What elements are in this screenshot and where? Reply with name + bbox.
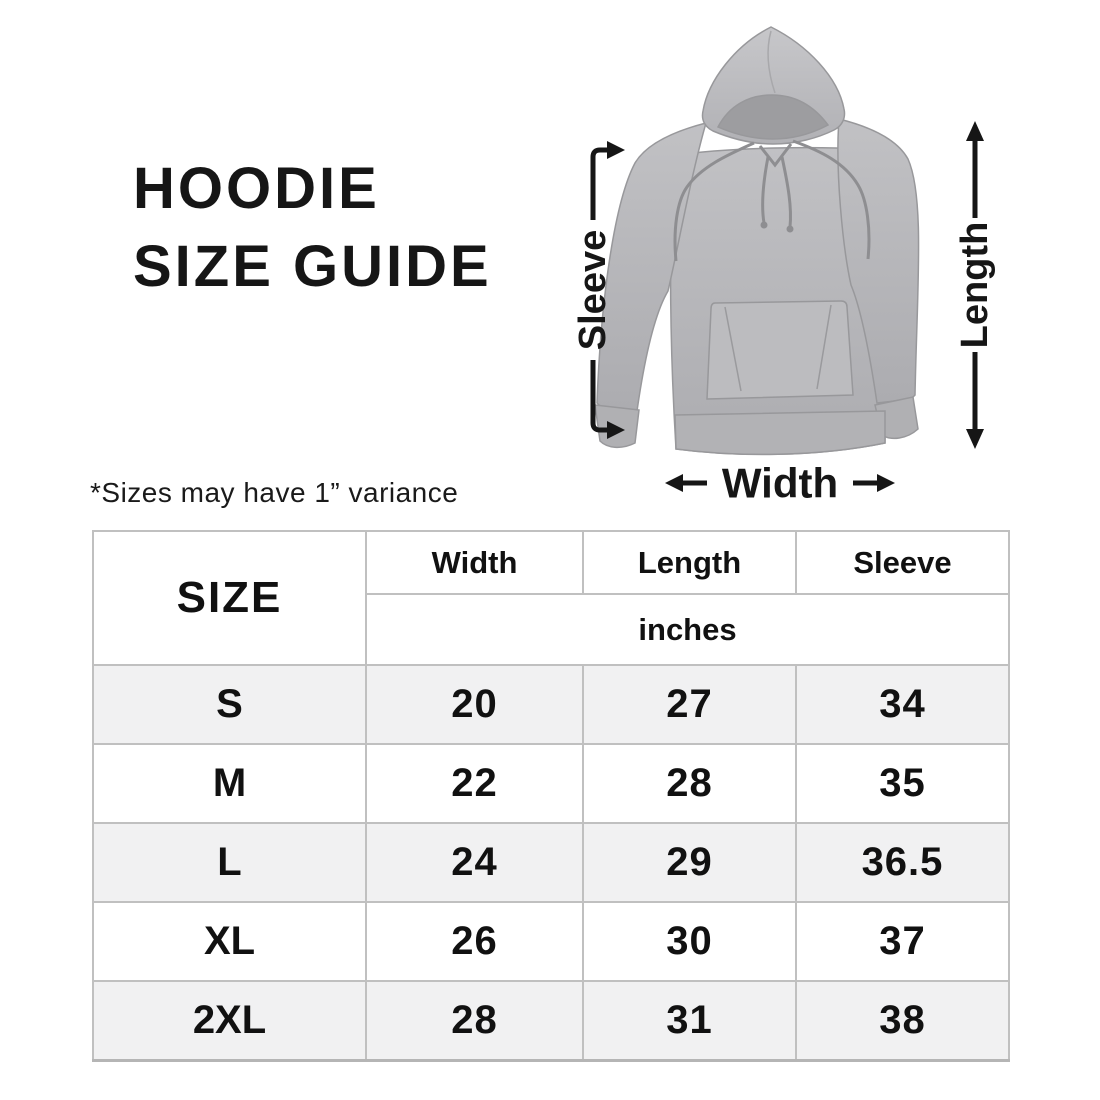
measure-annotations: Sleeve Length Width <box>572 121 996 507</box>
column-header-size: SIZE <box>92 530 367 666</box>
sleeve-cell: 38 <box>795 980 1010 1061</box>
width-arrow-left <box>665 474 707 492</box>
table-row-s: S 20 27 34 <box>92 664 1010 745</box>
size-cell: S <box>92 664 367 745</box>
column-header-width: Width <box>365 530 584 595</box>
width-cell: 24 <box>365 822 584 903</box>
kangaroo-pocket <box>706 300 854 400</box>
width-cell: 26 <box>365 901 584 982</box>
width-cell: 28 <box>365 980 584 1061</box>
page-title-line1: HOODIE <box>133 156 380 221</box>
variance-note: *Sizes may have 1” variance <box>90 477 459 508</box>
unit-header: inches <box>365 593 1010 666</box>
size-cell: XL <box>92 901 367 982</box>
column-header-length: Length <box>582 530 797 595</box>
hoodie-image <box>594 26 920 456</box>
length-cell: 30 <box>582 901 797 982</box>
page-title: HOODIE SIZE GUIDE <box>133 150 492 306</box>
width-label: Width <box>722 460 838 507</box>
sleeve-cell: 37 <box>795 901 1010 982</box>
drawstring-left <box>761 156 770 224</box>
length-label: Length <box>954 222 996 349</box>
table-row-2xl: 2XL 28 31 38 <box>92 980 1010 1061</box>
hoodie-diagram: Sleeve Length Width <box>572 26 996 507</box>
sleeve-cell: 36.5 <box>795 822 1010 903</box>
size-cell: M <box>92 743 367 824</box>
page-title-line2: SIZE GUIDE <box>133 234 492 299</box>
table-row-xl: XL 26 30 37 <box>92 901 1010 982</box>
drawstring-right <box>780 156 792 228</box>
length-cell: 27 <box>582 664 797 745</box>
length-cell: 29 <box>582 822 797 903</box>
size-table: SIZE Width Length Sleeve inches S 20 27 … <box>92 530 1010 1062</box>
length-arrow <box>966 121 984 449</box>
length-cell: 31 <box>582 980 797 1061</box>
sleeve-cell: 35 <box>795 743 1010 824</box>
column-header-sleeve: Sleeve <box>795 530 1010 595</box>
width-cell: 22 <box>365 743 584 824</box>
width-arrow-right <box>853 474 895 492</box>
table-row-m: M 22 28 35 <box>92 743 1010 824</box>
size-cell: 2XL <box>92 980 367 1061</box>
sleeve-label: Sleeve <box>572 230 614 350</box>
table-row-l: L 24 29 36.5 <box>92 822 1010 903</box>
length-cell: 28 <box>582 743 797 824</box>
width-cell: 20 <box>365 664 584 745</box>
size-cell: L <box>92 822 367 903</box>
sleeve-cell: 34 <box>795 664 1010 745</box>
sleeve-arrow <box>590 141 625 439</box>
